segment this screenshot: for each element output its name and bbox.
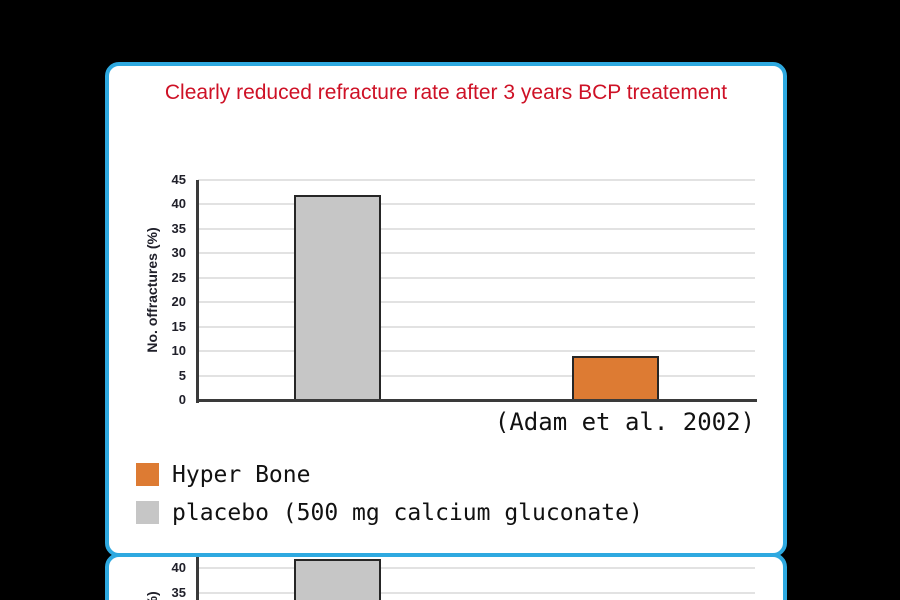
y-axis-title: No. offractures (%)	[144, 227, 160, 353]
legend-label-placebo: placebo (500 mg calcium gluconate)	[172, 499, 643, 526]
y-axis-line	[196, 557, 199, 600]
gridline-y-35	[198, 591, 755, 594]
gridline-y-20	[198, 301, 755, 304]
gridline-y-15	[198, 325, 755, 328]
y-tick-label-15: 15	[171, 318, 186, 334]
gridline-y-5	[198, 374, 755, 377]
gridline-y-25	[198, 276, 755, 279]
legend-item-placebo: placebo (500 mg calcium gluconate)	[136, 499, 643, 526]
chart-legend: Hyper Bone placebo (500 mg calcium gluco…	[136, 461, 643, 539]
legend-label-hyper-bone: Hyper Bone	[172, 461, 311, 488]
y-tick-label-25: 25	[171, 269, 186, 285]
citation-text: (Adam et al. 2002)	[494, 408, 755, 436]
y-tick-label-40: 40	[171, 560, 186, 576]
gridline-y-40	[198, 567, 755, 570]
bar-placebo-mg-calcium-gluconate	[293, 558, 381, 600]
slide-panel: Clearly reduced refracture rate after 3 …	[105, 62, 787, 557]
y-tick-label-0: 0	[178, 392, 186, 407]
bar-placebo-mg-calcium-gluconate	[293, 194, 381, 400]
legend-swatch-hyper-bone	[136, 463, 159, 486]
y-tick-label-10: 10	[171, 343, 186, 359]
gridline-y-30	[198, 252, 755, 255]
y-tick-label-30: 30	[171, 245, 186, 261]
gridline-y-35	[198, 227, 755, 230]
x-axis-line	[196, 399, 757, 402]
y-axis-title: No. offractures (%)	[144, 591, 160, 600]
bar-hyper-bone	[572, 356, 660, 400]
gridline-y-10	[198, 350, 755, 353]
refracture-bar-chart: 0 5 10 15 20 25 30 35 40 45 No. offractures (%)	[144, 172, 757, 407]
y-axis-line	[196, 180, 199, 403]
y-tick-label-40: 40	[171, 196, 186, 212]
y-tick-label-45: 45	[171, 172, 186, 187]
y-tick-label-20: 20	[171, 294, 186, 310]
legend-item-hyper-bone: Hyper Bone	[136, 461, 643, 488]
y-tick-label-5: 5	[178, 367, 186, 383]
legend-swatch-placebo	[136, 501, 159, 524]
slide-title: Clearly reduced refracture rate after 3 …	[164, 81, 728, 104]
y-tick-label-35: 35	[171, 584, 186, 600]
gridline-y-45	[198, 179, 755, 181]
y-tick-label-35: 35	[171, 220, 186, 236]
gridline-y-40	[198, 203, 755, 206]
